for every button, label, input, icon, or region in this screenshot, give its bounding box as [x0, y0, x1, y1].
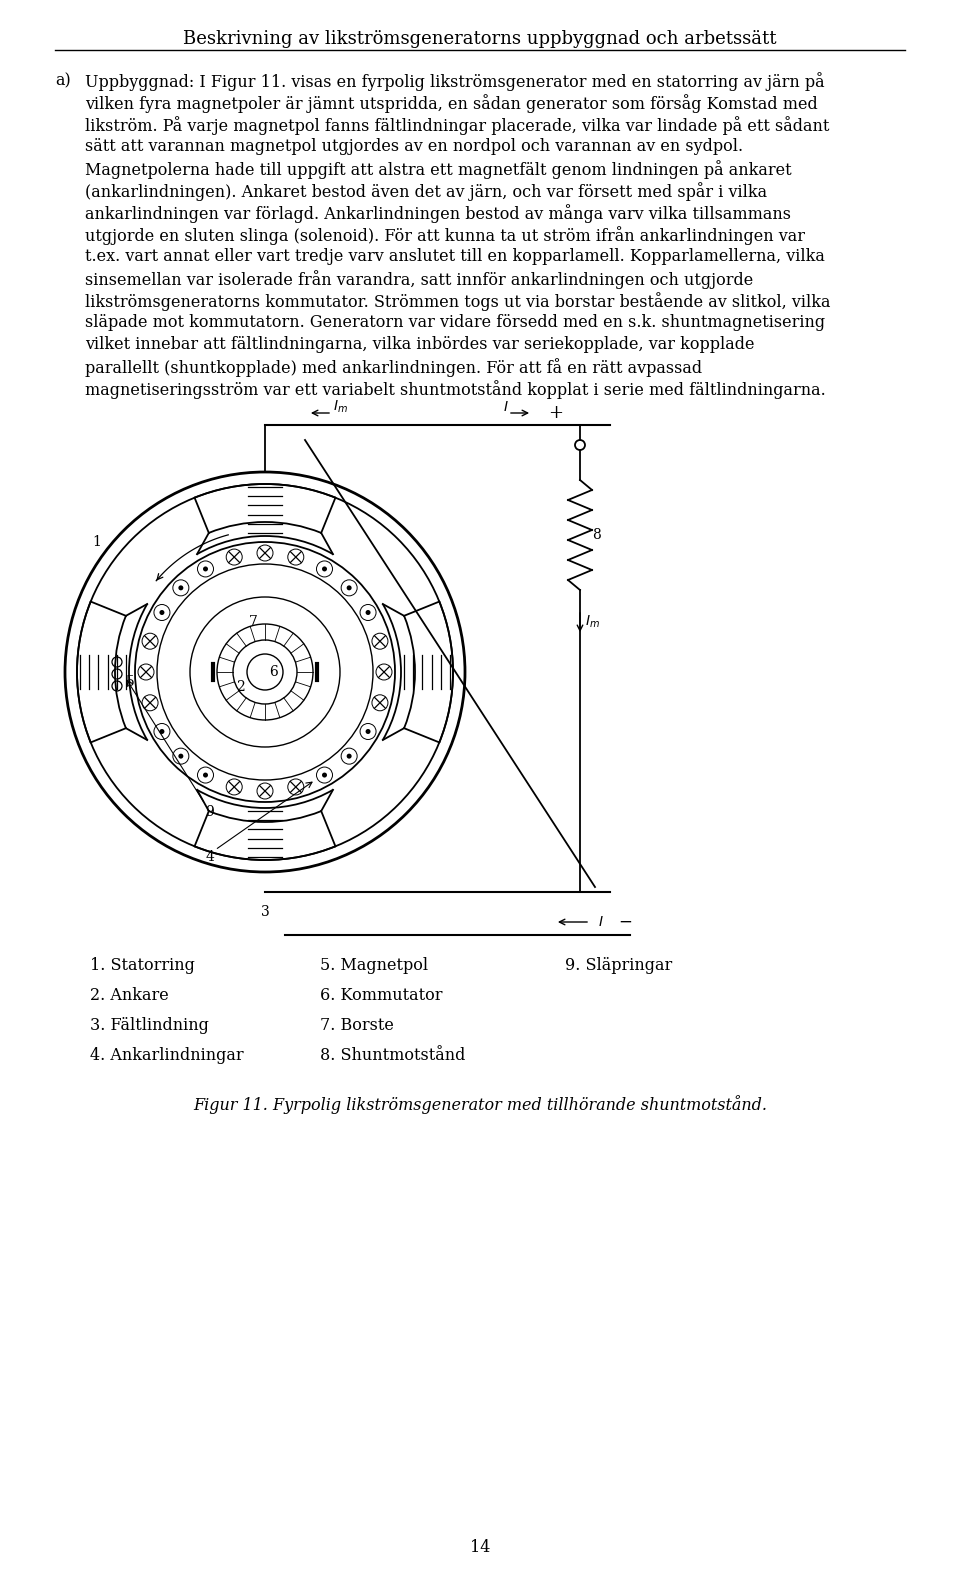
Circle shape — [179, 753, 183, 758]
Text: 9: 9 — [205, 805, 214, 820]
Text: 1: 1 — [92, 534, 102, 548]
Text: magnetiseringsström var ett variabelt shuntmotstånd kopplat i serie med fältlind: magnetiseringsström var ett variabelt sh… — [85, 380, 826, 399]
Text: utgjorde en sluten slinga (solenoid). För att kunna ta ut ström ifrån ankarlindn: utgjorde en sluten slinga (solenoid). Fö… — [85, 225, 805, 244]
Circle shape — [203, 772, 208, 777]
Text: $I_m$: $I_m$ — [585, 613, 600, 630]
Text: +: + — [548, 403, 563, 422]
Text: Beskrivning av likströmsgeneratorns uppbyggnad och arbetssätt: Beskrivning av likströmsgeneratorns uppb… — [183, 30, 777, 47]
Circle shape — [159, 730, 164, 734]
Text: $I$: $I$ — [598, 916, 604, 928]
Text: Figur 11. Fyrpolig likströmsgenerator med tillhörande shuntmotstånd.: Figur 11. Fyrpolig likströmsgenerator me… — [193, 1095, 767, 1114]
Text: (ankarlindningen). Ankaret bestod även det av järn, och var försett med spår i v: (ankarlindningen). Ankaret bestod även d… — [85, 181, 767, 200]
Text: $I_m$: $I_m$ — [333, 399, 348, 414]
Text: likströmsgeneratorns kommutator. Strömmen togs ut via borstar bestående av slitk: likströmsgeneratorns kommutator. Strömme… — [85, 292, 830, 310]
Text: 3: 3 — [260, 905, 270, 919]
Text: 2: 2 — [235, 679, 245, 693]
Text: 4. Ankarlindningar: 4. Ankarlindningar — [90, 1046, 244, 1064]
Text: vilket innebar att fältlindningarna, vilka inbördes var seriekopplade, var koppl: vilket innebar att fältlindningarna, vil… — [85, 336, 755, 353]
Text: 7. Borste: 7. Borste — [320, 1017, 394, 1034]
Text: 8: 8 — [592, 528, 601, 542]
Circle shape — [203, 566, 208, 572]
Circle shape — [322, 772, 327, 777]
Text: $I$: $I$ — [503, 400, 509, 414]
Text: t.ex. vart annat eller vart tredje varv anslutet till en kopparlamell. Kopparlam: t.ex. vart annat eller vart tredje varv … — [85, 247, 825, 265]
Text: 7: 7 — [249, 615, 257, 629]
Text: 9. Släpringar: 9. Släpringar — [565, 957, 672, 974]
Circle shape — [366, 730, 371, 734]
Text: 6: 6 — [269, 665, 277, 679]
Text: 2. Ankare: 2. Ankare — [90, 987, 169, 1004]
Circle shape — [322, 566, 327, 572]
Text: 8. Shuntmotstånd: 8. Shuntmotstånd — [320, 1046, 466, 1064]
Text: vilken fyra magnetpoler är jämnt utspridda, en sådan generator som försåg Komsta: vilken fyra magnetpoler är jämnt utsprid… — [85, 95, 818, 113]
Circle shape — [366, 610, 371, 615]
Text: Uppbyggnad: I Figur 11. visas en fyrpolig likströmsgenerator med en statorring a: Uppbyggnad: I Figur 11. visas en fyrpoli… — [85, 72, 825, 91]
Text: parallellt (shuntkopplade) med ankarlindningen. För att få en rätt avpassad: parallellt (shuntkopplade) med ankarlind… — [85, 358, 702, 377]
Text: −: − — [618, 914, 632, 930]
Text: Magnetpolerna hade till uppgift att alstra ett magnetfält genom lindningen på an: Magnetpolerna hade till uppgift att alst… — [85, 161, 792, 180]
Text: 3. Fältlindning: 3. Fältlindning — [90, 1017, 209, 1034]
Text: 1. Statorring: 1. Statorring — [90, 957, 195, 974]
Text: 14: 14 — [469, 1540, 491, 1557]
Text: 5. Magnetpol: 5. Magnetpol — [320, 957, 428, 974]
Text: sinsemellan var isolerade från varandra, satt innför ankarlindningen och utgjord: sinsemellan var isolerade från varandra,… — [85, 269, 754, 288]
Text: 5: 5 — [126, 675, 134, 689]
Text: sätt att varannan magnetpol utgjordes av en nordpol och varannan av en sydpol.: sätt att varannan magnetpol utgjordes av… — [85, 139, 743, 154]
Text: släpade mot kommutatorn. Generatorn var vidare försedd med en s.k. shuntmagnetis: släpade mot kommutatorn. Generatorn var … — [85, 314, 826, 331]
Text: 4: 4 — [205, 849, 214, 864]
Circle shape — [347, 585, 351, 591]
Text: ankarlindningen var förlagd. Ankarlindningen bestod av många varv vilka tillsamm: ankarlindningen var förlagd. Ankarlindni… — [85, 203, 791, 222]
Circle shape — [179, 585, 183, 591]
Circle shape — [347, 753, 351, 758]
Text: a): a) — [55, 72, 71, 88]
Circle shape — [159, 610, 164, 615]
Text: 6. Kommutator: 6. Kommutator — [320, 987, 443, 1004]
Text: likström. På varje magnetpol fanns fältlindningar placerade, vilka var lindade p: likström. På varje magnetpol fanns fältl… — [85, 117, 829, 136]
